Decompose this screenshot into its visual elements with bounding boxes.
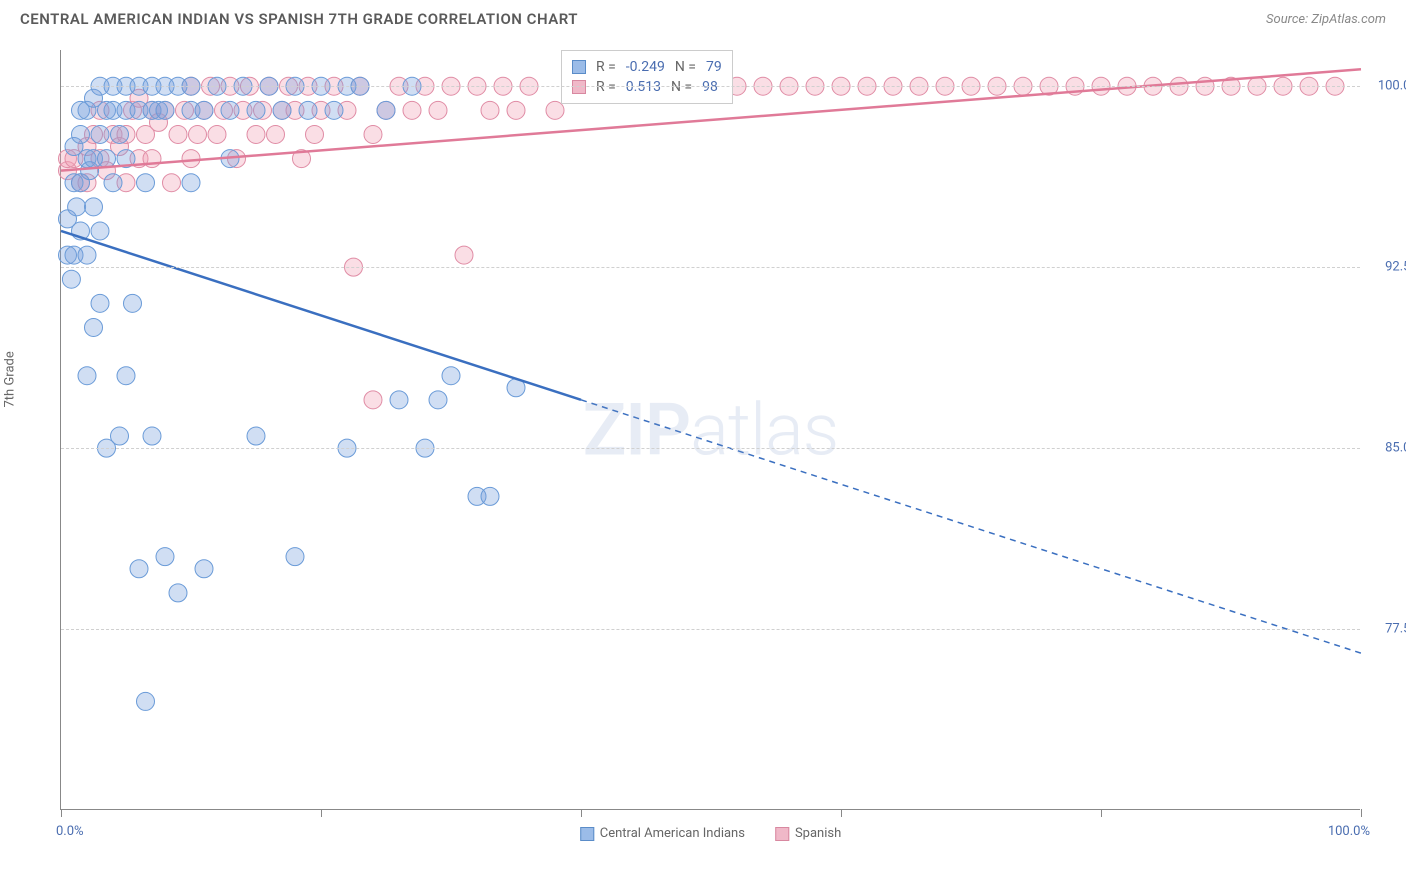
legend-item-pink: Spanish bbox=[775, 826, 841, 841]
gridline-h bbox=[61, 267, 1360, 268]
legend-blue-label: Central American Indians bbox=[600, 826, 745, 841]
x-tick bbox=[321, 809, 322, 817]
stats-blue-r: -0.249 bbox=[626, 59, 665, 75]
chart-title: CENTRAL AMERICAN INDIAN VS SPANISH 7TH G… bbox=[20, 10, 578, 28]
y-axis-label: 7th Grade bbox=[3, 351, 18, 407]
source-attribution: Source: ZipAtlas.com bbox=[1266, 12, 1386, 27]
legend: Central American Indians Spanish bbox=[580, 826, 842, 841]
stats-r-label: R = bbox=[596, 59, 616, 75]
blue-swatch-icon bbox=[572, 60, 586, 74]
gridline-h bbox=[61, 448, 1360, 449]
x-tick bbox=[841, 809, 842, 817]
gridline-h bbox=[61, 86, 1360, 87]
header: CENTRAL AMERICAN INDIAN VS SPANISH 7TH G… bbox=[0, 0, 1406, 36]
x-tick bbox=[1361, 809, 1362, 817]
y-tick-label: 100.0% bbox=[1365, 79, 1406, 94]
y-tick-label: 85.0% bbox=[1365, 441, 1406, 456]
gridline-h bbox=[61, 629, 1360, 630]
y-axis-label-container: 7th Grade bbox=[3, 351, 18, 407]
x-tick bbox=[61, 809, 62, 817]
stats-blue-n: 79 bbox=[706, 59, 722, 75]
correlation-stats-box: R = -0.249 N = 79 R = 0.513 N = 98 bbox=[561, 50, 733, 104]
legend-item-blue: Central American Indians bbox=[580, 826, 745, 841]
stats-n-label: N = bbox=[675, 59, 696, 75]
y-tick-label: 77.5% bbox=[1365, 622, 1406, 637]
x-tick bbox=[1101, 809, 1102, 817]
legend-pink-label: Spanish bbox=[795, 826, 841, 841]
legend-blue-swatch-icon bbox=[580, 827, 594, 841]
legend-pink-swatch-icon bbox=[775, 827, 789, 841]
stats-row-blue: R = -0.249 N = 79 bbox=[572, 57, 722, 77]
y-tick-label: 92.5% bbox=[1365, 260, 1406, 275]
x-tick bbox=[581, 809, 582, 817]
x-axis-max-label: 100.0% bbox=[1328, 824, 1370, 839]
chart-plot-area: ZIPatlas R = -0.249 N = 79 R = 0.513 N =… bbox=[60, 50, 1360, 810]
x-axis-min-label: 0.0% bbox=[56, 824, 84, 839]
scatter-plot-svg bbox=[61, 50, 1360, 809]
